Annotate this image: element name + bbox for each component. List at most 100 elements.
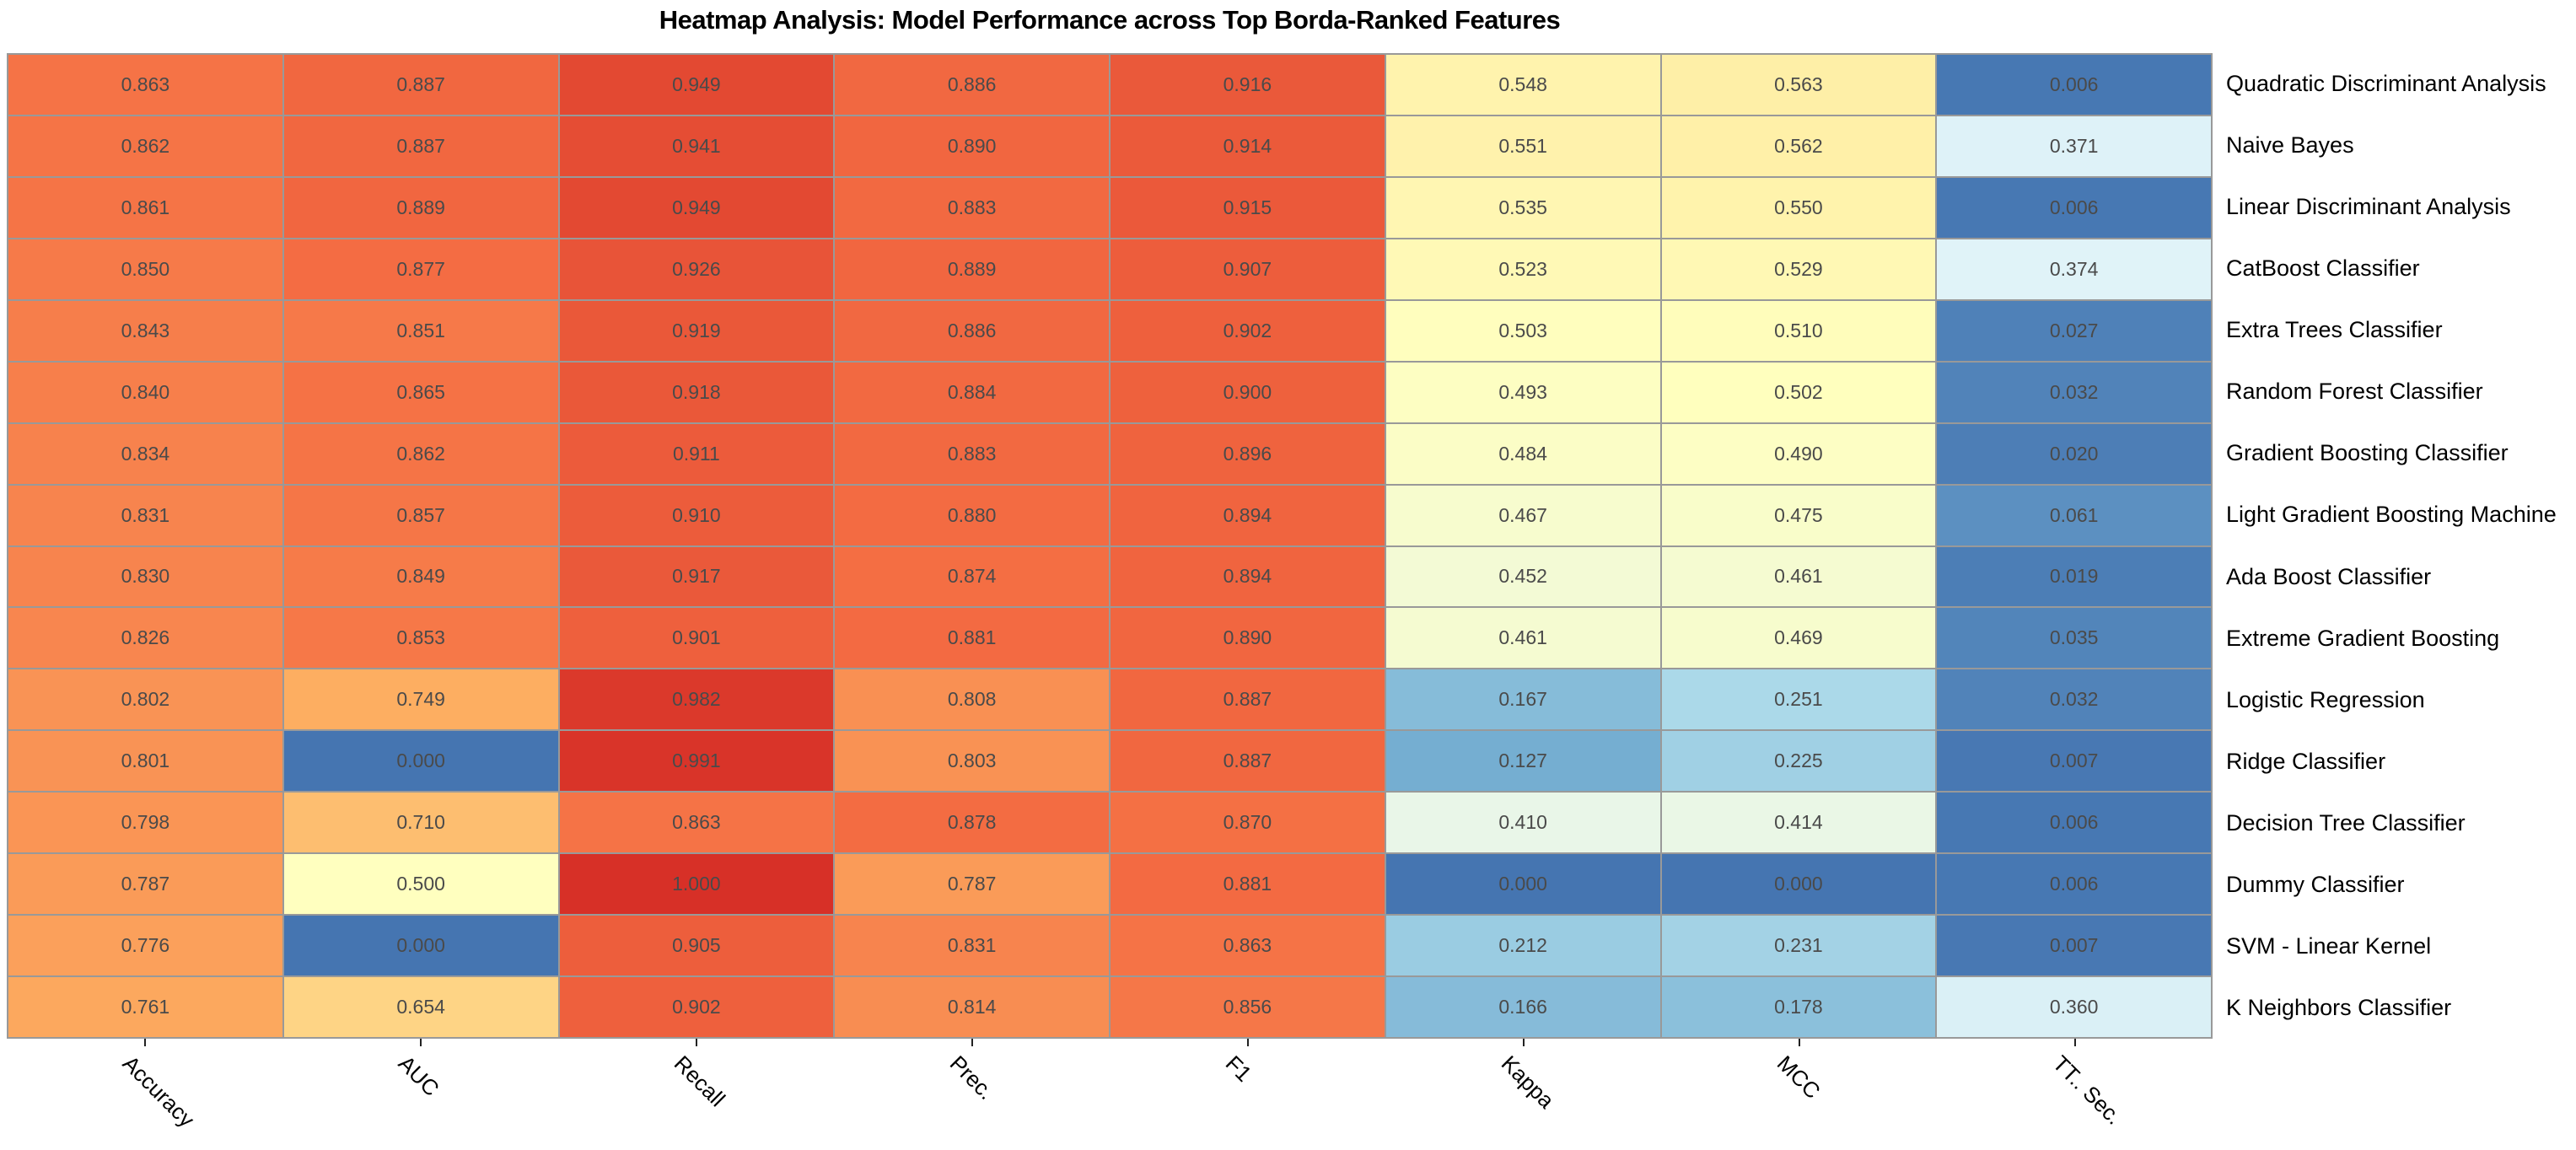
heatmap-cell: 0.851 bbox=[283, 300, 558, 361]
heatmap-cell: 0.000 bbox=[283, 731, 558, 792]
column-label: Kappa bbox=[1496, 1051, 1559, 1114]
heatmap-cell: 0.469 bbox=[1661, 608, 1936, 669]
heatmap-cell: 0.803 bbox=[835, 731, 1109, 792]
heatmap-cell: 0.374 bbox=[1937, 239, 2211, 299]
heatmap-cell: 0.500 bbox=[283, 854, 558, 915]
heatmap-cell: 0.830 bbox=[8, 546, 282, 607]
heatmap-cell: 0.900 bbox=[1111, 362, 1385, 422]
heatmap-cell: 0.883 bbox=[835, 423, 1109, 484]
row-label: CatBoost Classifier bbox=[2226, 255, 2420, 282]
heatmap-cell: 0.006 bbox=[1937, 177, 2211, 238]
heatmap-cell: 0.484 bbox=[1385, 423, 1660, 484]
heatmap-cell: 0.000 bbox=[283, 916, 558, 976]
heatmap-cell: 0.808 bbox=[835, 669, 1109, 730]
heatmap-cell: 0.007 bbox=[1937, 916, 2211, 976]
heatmap-cell: 0.654 bbox=[283, 977, 558, 1037]
row-label: Quadratic Discriminant Analysis bbox=[2226, 71, 2546, 97]
heatmap-cell: 0.032 bbox=[1937, 669, 2211, 730]
heatmap-cell: 0.452 bbox=[1385, 546, 1660, 607]
heatmap-cell: 0.911 bbox=[559, 423, 834, 484]
column-label: F1 bbox=[1220, 1051, 1256, 1087]
heatmap-cell: 0.881 bbox=[1111, 854, 1385, 915]
row-label: Logistic Regression bbox=[2226, 686, 2425, 712]
heatmap-grid: 0.863 0.887 0.949 0.886 0.916 0.548 0.563 0.006… bbox=[7, 53, 2213, 1039]
heatmap-cell: 0.914 bbox=[1111, 116, 1385, 176]
heatmap-cell: 0.843 bbox=[8, 300, 282, 361]
heatmap-cell: 0.493 bbox=[1385, 362, 1660, 422]
heatmap-cell: 0.856 bbox=[1111, 977, 1385, 1037]
x-axis-tick bbox=[1522, 1039, 1525, 1046]
heatmap-cell: 0.949 bbox=[559, 55, 834, 115]
heatmap-cell: 0.032 bbox=[1937, 362, 2211, 422]
heatmap-cell: 1.000 bbox=[559, 854, 834, 915]
row-label: SVM - Linear Kernel bbox=[2226, 932, 2432, 959]
heatmap-cell: 0.880 bbox=[835, 485, 1109, 545]
heatmap-cell: 0.870 bbox=[1111, 793, 1385, 853]
heatmap-cell: 0.840 bbox=[8, 362, 282, 422]
row-label: Naive Bayes bbox=[2226, 132, 2354, 159]
heatmap-cell: 0.863 bbox=[1111, 916, 1385, 976]
heatmap-cell: 0.907 bbox=[1111, 239, 1385, 299]
heatmap-cell: 0.863 bbox=[8, 55, 282, 115]
y-axis-row-labels: Quadratic Discriminant Analysis Naive Bay… bbox=[2226, 53, 2572, 1039]
heatmap-cell: 0.862 bbox=[8, 116, 282, 176]
row-label: Dummy Classifier bbox=[2226, 871, 2405, 897]
heatmap-cell: 0.749 bbox=[283, 669, 558, 730]
row-label: Ridge Classifier bbox=[2226, 748, 2386, 774]
heatmap-cell: 0.884 bbox=[835, 362, 1109, 422]
heatmap-cell: 0.166 bbox=[1385, 977, 1660, 1037]
heatmap-cell: 0.886 bbox=[835, 55, 1109, 115]
heatmap-cell: 0.901 bbox=[559, 608, 834, 669]
heatmap-cell: 0.212 bbox=[1385, 916, 1660, 976]
heatmap-cell: 0.801 bbox=[8, 731, 282, 792]
heatmap-cell: 0.889 bbox=[835, 239, 1109, 299]
row-label: Light Gradient Boosting Machine bbox=[2226, 502, 2557, 528]
heatmap-cell: 0.006 bbox=[1937, 793, 2211, 853]
heatmap-cell: 0.902 bbox=[1111, 300, 1385, 361]
heatmap-cell: 0.371 bbox=[1937, 116, 2211, 176]
heatmap-cell: 0.127 bbox=[1385, 731, 1660, 792]
heatmap-cell: 0.887 bbox=[283, 55, 558, 115]
heatmap-cell: 0.761 bbox=[8, 977, 282, 1037]
heatmap-cell: 0.917 bbox=[559, 546, 834, 607]
heatmap-cell: 0.814 bbox=[835, 977, 1109, 1037]
heatmap-cell: 0.862 bbox=[283, 423, 558, 484]
heatmap-cell: 0.502 bbox=[1661, 362, 1936, 422]
heatmap-cell: 0.894 bbox=[1111, 485, 1385, 545]
row-label: Gradient Boosting Classifier bbox=[2226, 440, 2509, 466]
heatmap-cell: 0.849 bbox=[283, 546, 558, 607]
heatmap-cell: 0.467 bbox=[1385, 485, 1660, 545]
heatmap-cell: 0.000 bbox=[1661, 854, 1936, 915]
heatmap-cell: 0.461 bbox=[1661, 546, 1936, 607]
heatmap-cell: 0.027 bbox=[1937, 300, 2211, 361]
heatmap-cell: 0.874 bbox=[835, 546, 1109, 607]
x-axis-tick bbox=[695, 1039, 697, 1046]
heatmap-cell: 0.883 bbox=[835, 177, 1109, 238]
heatmap-cell: 0.878 bbox=[835, 793, 1109, 853]
column-label: AUC bbox=[393, 1051, 444, 1102]
heatmap-cell: 0.019 bbox=[1937, 546, 2211, 607]
heatmap-cell: 0.865 bbox=[283, 362, 558, 422]
heatmap-cell: 0.886 bbox=[835, 300, 1109, 361]
heatmap-cell: 0.941 bbox=[559, 116, 834, 176]
heatmap-cell: 0.562 bbox=[1661, 116, 1936, 176]
heatmap-cell: 0.890 bbox=[1111, 608, 1385, 669]
heatmap-cell: 0.225 bbox=[1661, 731, 1936, 792]
heatmap-cell: 0.887 bbox=[1111, 731, 1385, 792]
chart-title: Heatmap Analysis: Model Performance acro… bbox=[659, 5, 1561, 35]
x-axis-tick bbox=[143, 1039, 146, 1046]
heatmap-cell: 0.863 bbox=[559, 793, 834, 853]
heatmap-cell: 0.551 bbox=[1385, 116, 1660, 176]
heatmap-cell: 0.548 bbox=[1385, 55, 1660, 115]
heatmap-cell: 0.167 bbox=[1385, 669, 1660, 730]
heatmap-cell: 0.360 bbox=[1937, 977, 2211, 1037]
column-label: TT.. Sec. bbox=[2047, 1051, 2127, 1130]
x-axis-tick bbox=[1798, 1039, 1800, 1046]
heatmap-cell: 0.006 bbox=[1937, 55, 2211, 115]
heatmap-cell: 0.877 bbox=[283, 239, 558, 299]
row-label: Decision Tree Classifier bbox=[2226, 809, 2466, 836]
heatmap-cell: 0.896 bbox=[1111, 423, 1385, 484]
heatmap-cell: 0.881 bbox=[835, 608, 1109, 669]
heatmap-cell: 0.510 bbox=[1661, 300, 1936, 361]
heatmap-cell: 0.982 bbox=[559, 669, 834, 730]
